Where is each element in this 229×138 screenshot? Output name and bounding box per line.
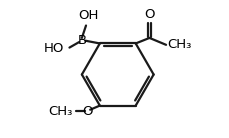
Text: CH₃: CH₃ (167, 38, 191, 51)
Text: O: O (82, 105, 92, 118)
Text: HO: HO (43, 43, 64, 55)
Text: OH: OH (78, 9, 98, 22)
Text: O: O (144, 8, 154, 21)
Text: CH₃: CH₃ (48, 105, 72, 118)
Text: B: B (77, 34, 86, 47)
